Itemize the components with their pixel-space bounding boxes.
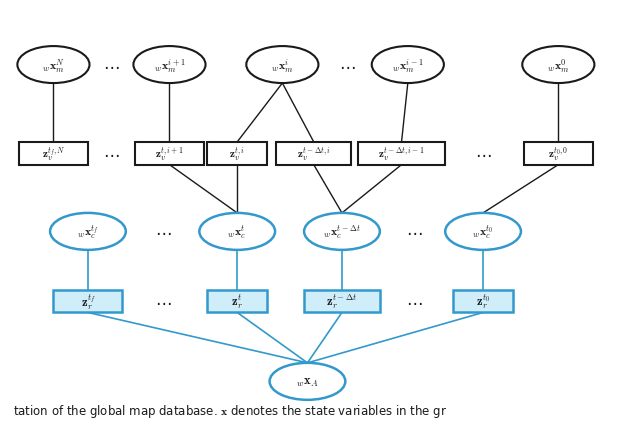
Bar <box>19 143 88 165</box>
Text: $_{w}\mathbf{x}_{c}^{t}$: $_{w}\mathbf{x}_{c}^{t}$ <box>227 223 247 241</box>
Text: $_{w}\mathbf{x}_{m}^{0}$: $_{w}\mathbf{x}_{m}^{0}$ <box>547 56 570 74</box>
Text: $\cdots$: $\cdots$ <box>475 145 492 163</box>
Text: $\mathbf{z}_{v}^{t_f,N}$: $\mathbf{z}_{v}^{t_f,N}$ <box>42 145 65 163</box>
Text: $_{w}\mathbf{x}_{m}^{i+1}$: $_{w}\mathbf{x}_{m}^{i+1}$ <box>154 56 185 74</box>
Bar <box>207 290 267 313</box>
Bar <box>207 143 267 165</box>
Text: $\cdots$: $\cdots$ <box>155 292 172 310</box>
Text: $\cdots$: $\cdots$ <box>406 292 422 310</box>
Ellipse shape <box>269 363 346 400</box>
Bar <box>524 143 593 165</box>
Text: $_{w}\mathbf{x}_{m}^{i}$: $_{w}\mathbf{x}_{m}^{i}$ <box>271 56 294 74</box>
Text: $\cdots$: $\cdots$ <box>104 56 120 74</box>
Bar <box>135 143 204 165</box>
Ellipse shape <box>246 47 319 84</box>
Text: $\mathbf{z}_{r}^{t_f}$: $\mathbf{z}_{r}^{t_f}$ <box>81 292 95 311</box>
Bar <box>305 290 380 313</box>
Ellipse shape <box>199 213 275 250</box>
Ellipse shape <box>445 213 521 250</box>
Text: $_{w}\mathbf{x}_{c}^{t_f}$: $_{w}\mathbf{x}_{c}^{t_f}$ <box>77 223 99 241</box>
Text: $\mathbf{z}_{v}^{t_0,0}$: $\mathbf{z}_{v}^{t_0,0}$ <box>548 145 568 163</box>
Text: $_{w}\mathbf{x}_{m}^{N}$: $_{w}\mathbf{x}_{m}^{N}$ <box>42 56 65 74</box>
Text: $\mathbf{z}_{v}^{t,i+1}$: $\mathbf{z}_{v}^{t,i+1}$ <box>155 145 184 163</box>
Ellipse shape <box>304 213 380 250</box>
Bar <box>54 290 122 313</box>
Text: $_{w}\mathbf{x}_{c}^{t-\Delta t}$: $_{w}\mathbf{x}_{c}^{t-\Delta t}$ <box>323 223 361 241</box>
Text: $_{w}\mathbf{x}_{A}$: $_{w}\mathbf{x}_{A}$ <box>296 375 319 388</box>
Text: $\mathbf{z}_{r}^{t_0}$: $\mathbf{z}_{r}^{t_0}$ <box>476 292 490 310</box>
Text: $\cdots$: $\cdots$ <box>406 223 422 241</box>
Ellipse shape <box>133 47 205 84</box>
Text: $\mathbf{z}_{v}^{t-\Delta t,i-1}$: $\mathbf{z}_{v}^{t-\Delta t,i-1}$ <box>378 145 425 163</box>
Text: $\cdots$: $\cdots$ <box>155 223 172 241</box>
Text: tation of the global map database. $\mathbf{x}$ denotes the state variables in t: tation of the global map database. $\mat… <box>13 402 447 419</box>
Text: $\mathbf{z}_{v}^{t-\Delta t,i}$: $\mathbf{z}_{v}^{t-\Delta t,i}$ <box>297 145 331 163</box>
Ellipse shape <box>522 47 595 84</box>
Bar <box>453 290 513 313</box>
Text: $\mathbf{z}_{r}^{t}$: $\mathbf{z}_{r}^{t}$ <box>231 292 243 310</box>
Bar <box>358 143 445 165</box>
Ellipse shape <box>17 47 90 84</box>
Bar <box>276 143 351 165</box>
Text: $_{w}\mathbf{x}_{m}^{i-1}$: $_{w}\mathbf{x}_{m}^{i-1}$ <box>392 56 424 74</box>
Text: $\cdots$: $\cdots$ <box>104 145 120 163</box>
Ellipse shape <box>50 213 126 250</box>
Text: $\mathbf{z}_{r}^{t-\Delta t}$: $\mathbf{z}_{r}^{t-\Delta t}$ <box>326 292 358 310</box>
Text: $\cdots$: $\cdots$ <box>339 56 355 74</box>
Ellipse shape <box>372 47 444 84</box>
Text: $_{w}\mathbf{x}_{c}^{t_0}$: $_{w}\mathbf{x}_{c}^{t_0}$ <box>472 223 494 241</box>
Text: $\mathbf{z}_{v}^{t,i}$: $\mathbf{z}_{v}^{t,i}$ <box>229 145 245 163</box>
